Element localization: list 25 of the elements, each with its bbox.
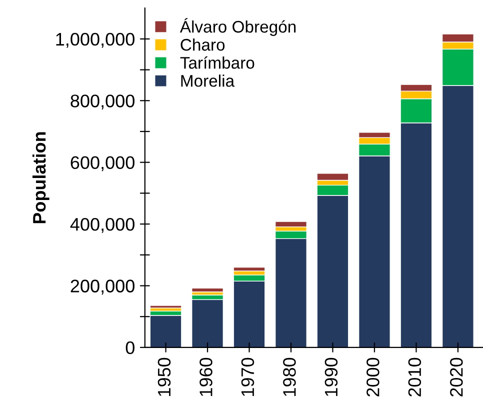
y-tick-label: 0 [126, 341, 134, 354]
y-axis-title: Population [32, 132, 50, 224]
bar [192, 299, 224, 348]
y-tick-label: 400,000 [70, 218, 134, 233]
bar [150, 305, 182, 308]
bar [192, 288, 224, 292]
x-tick-label: 1950 [158, 358, 171, 396]
bar [233, 266, 266, 272]
x-tick-label: 2000 [366, 358, 380, 396]
x-tick-label: 1960 [200, 358, 212, 396]
legend-label: Tarímbaro [180, 56, 254, 69]
y-tick-label: 800,000 [70, 94, 134, 110]
legend-label: Morelia [181, 74, 235, 87]
legend-label: Charo [180, 38, 225, 51]
x-tick-label: 2020 [450, 358, 463, 396]
bar [274, 221, 307, 228]
x-tick-label: 1980 [283, 358, 296, 396]
x-tick-label: 1970 [241, 358, 254, 396]
y-tick-label: 1,000,000 [56, 32, 134, 48]
legend-label: Álvaro Obregón [180, 18, 296, 36]
y-tick-label: 200,000 [70, 280, 134, 295]
x-tick-label: 2010 [408, 358, 422, 396]
y-tick-label: 600,000 [70, 156, 134, 172]
x-tick-label: 1990 [324, 358, 338, 396]
bar [150, 315, 182, 348]
